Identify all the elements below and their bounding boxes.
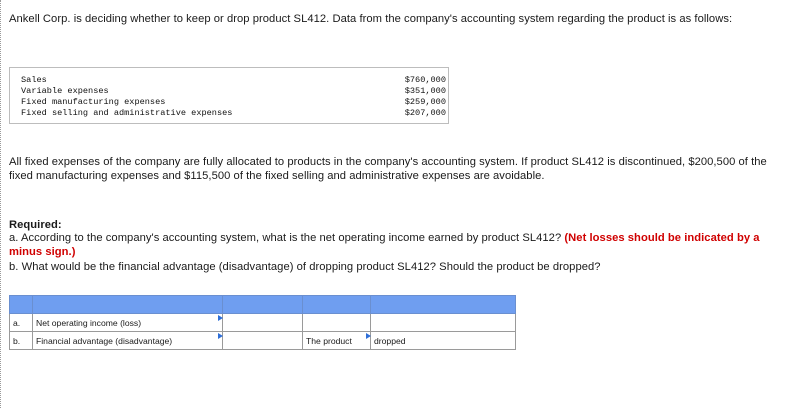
page-left-border — [0, 0, 1, 408]
data-value: $259,000 — [404, 97, 446, 107]
intro-paragraph: Ankell Corp. is deciding whether to keep… — [9, 13, 733, 25]
data-label: Fixed selling and administrative expense… — [21, 108, 233, 118]
data-label: Sales — [21, 75, 47, 85]
data-row-variable-expenses: Variable expenses $351,000 — [21, 86, 446, 97]
row-label: Net operating income (loss) — [32, 313, 223, 332]
header-cell — [302, 295, 371, 314]
answer-a-cell-2 — [302, 313, 371, 332]
data-value: $760,000 — [404, 75, 446, 85]
product-data-table: Sales $760,000 Variable expenses $351,00… — [9, 67, 449, 124]
header-cell — [370, 295, 516, 314]
data-row-sales: Sales $760,000 — [21, 75, 446, 86]
data-row-fixed-manufacturing: Fixed manufacturing expenses $259,000 — [21, 97, 446, 108]
fixed-expenses-paragraph: All fixed expenses of the company are fu… — [9, 156, 767, 183]
header-cell — [9, 295, 33, 314]
requirement-b: b. What would be the financial advantage… — [9, 261, 601, 273]
answer-a-cell-3 — [370, 313, 516, 332]
required-heading: Required: — [9, 219, 62, 231]
data-label: Variable expenses — [21, 86, 109, 96]
drop-decision-select[interactable]: dropped — [370, 331, 516, 350]
data-label: Fixed manufacturing expenses — [21, 97, 166, 107]
dropdown-marker-icon — [218, 333, 223, 339]
dropdown-marker-icon — [366, 333, 371, 339]
financial-advantage-input[interactable] — [222, 331, 303, 350]
row-label-text: Net operating income (loss) — [36, 317, 142, 328]
row-label-text: Financial advantage (disadvantage) — [36, 335, 173, 346]
data-value: $351,000 — [404, 86, 446, 96]
header-cell — [32, 295, 223, 314]
data-value: $207,000 — [404, 108, 446, 118]
answer-table: a. Net operating income (loss) b. Financ… — [9, 295, 516, 350]
row-key: a. — [9, 313, 33, 332]
answer-row-b: b. Financial advantage (disadvantage) Th… — [9, 331, 516, 350]
requirement-a-note: (Net losses should be indicated by a min… — [9, 232, 760, 259]
row-key: b. — [9, 331, 33, 350]
the-product-text: The product — [306, 335, 352, 346]
net-operating-income-input[interactable] — [222, 313, 303, 332]
dropdown-marker-icon — [218, 315, 223, 321]
data-row-fixed-selling-admin: Fixed selling and administrative expense… — [21, 108, 446, 119]
header-cell — [222, 295, 303, 314]
requirement-a: a. According to the company's accounting… — [9, 231, 784, 259]
answer-row-a: a. Net operating income (loss) — [9, 313, 516, 332]
answer-table-header — [9, 295, 516, 314]
requirement-a-text: a. According to the company's accounting… — [9, 232, 562, 244]
the-product-cell: The product — [302, 331, 371, 350]
row-label: Financial advantage (disadvantage) — [32, 331, 223, 350]
